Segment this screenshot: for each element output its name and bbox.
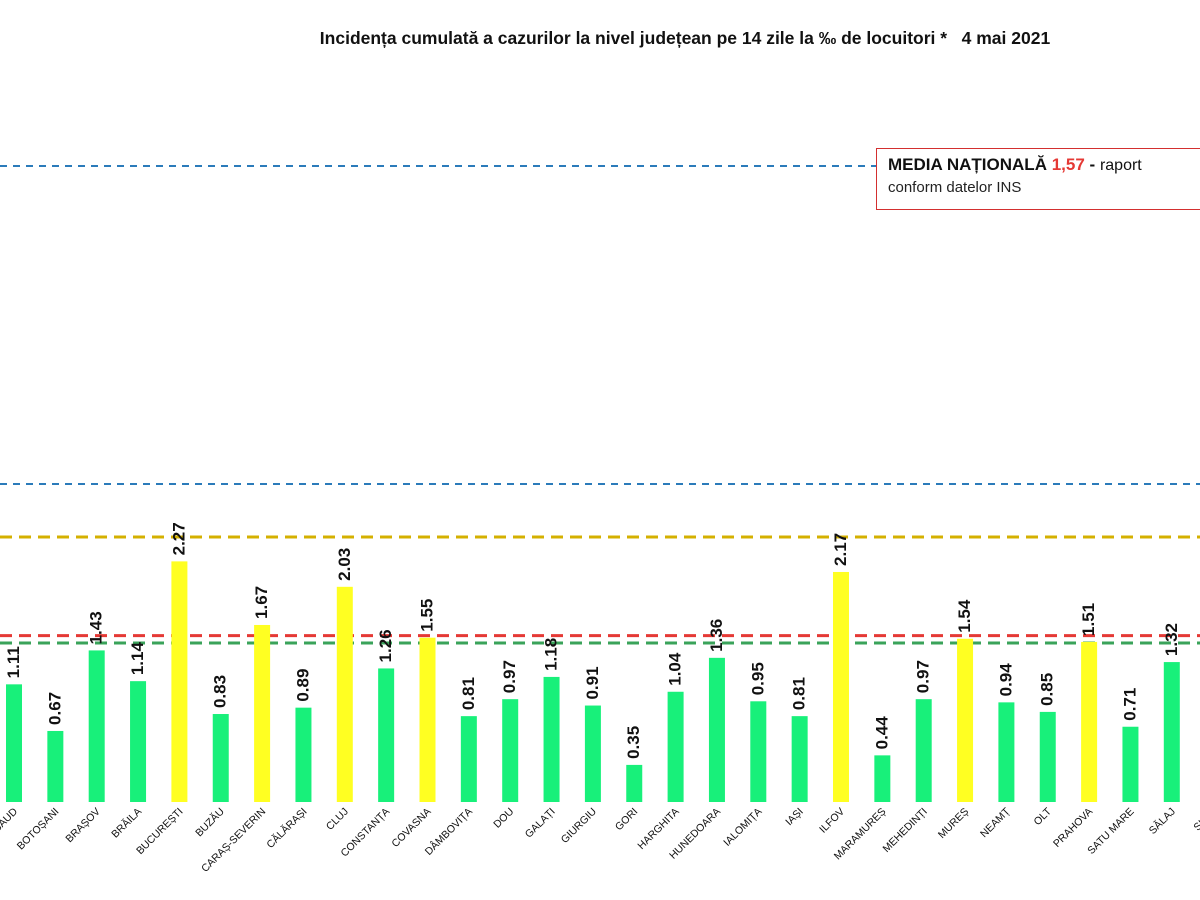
bar-value-label: 2.27 <box>169 522 188 555</box>
category-label: IALOMIȚA <box>721 806 764 849</box>
bar-value-label: 0.81 <box>459 677 478 710</box>
category-label: COVASNA <box>389 806 433 850</box>
bar-27 <box>1122 726 1139 802</box>
bar-0 <box>6 684 22 802</box>
bar-value-label: 0.97 <box>914 660 933 693</box>
bar-value-label: 1.51 <box>1079 603 1098 636</box>
category-label: BRĂILA <box>109 805 145 841</box>
category-label: BUZĂU <box>193 805 227 839</box>
bar-value-label: 1.67 <box>252 586 271 619</box>
bar-value-label: 1.55 <box>418 599 437 632</box>
bar-value-labels: 1.11 0.67 1.43 1.14 2.27 0.83 1.67 0.89 2.03 1.26… <box>4 522 1181 759</box>
bar-value-label: 1.54 <box>955 599 974 633</box>
legend-separator: - <box>1089 155 1096 174</box>
bar-value-label: 0.67 <box>45 692 64 725</box>
bar-value-label: 0.97 <box>500 660 519 693</box>
category-label: IAȘI <box>783 806 806 829</box>
bar-value-label: 1.14 <box>128 642 147 676</box>
category-label: ILFOV <box>817 806 847 836</box>
category-label: SIBIU <box>1191 806 1200 834</box>
bar-6 <box>254 624 271 802</box>
category-label: DOU <box>491 806 516 831</box>
category-label: GORI <box>613 806 640 833</box>
bar-14 <box>584 705 601 802</box>
bar-value-label: 1.32 <box>1162 623 1181 656</box>
bar-value-label: 0.35 <box>624 726 643 759</box>
bar-25 <box>1039 711 1056 802</box>
bar-value-label: 0.44 <box>872 716 891 750</box>
bar-value-label: 1.11 <box>4 646 23 678</box>
bar-15 <box>626 764 643 802</box>
bar-23 <box>957 638 974 802</box>
bar-26 <box>1081 641 1098 802</box>
bar-value-label: 2.17 <box>831 533 850 566</box>
bar-5 <box>212 714 229 802</box>
bar-value-label: 0.94 <box>996 663 1015 697</box>
bar-19 <box>791 716 808 802</box>
bar-4 <box>171 561 188 802</box>
category-label: MEHEDINȚI <box>881 806 930 855</box>
bar-21 <box>874 755 891 802</box>
bar-value-label: 0.81 <box>790 677 809 710</box>
bars <box>6 561 1180 802</box>
bar-value-label: 0.83 <box>211 675 230 708</box>
bar-2 <box>88 650 105 802</box>
bar-17 <box>708 657 725 802</box>
category-label: OLT <box>1031 805 1054 828</box>
legend-rest: raport <box>1099 157 1142 174</box>
bar-value-label: 0.85 <box>1038 673 1057 706</box>
bar-18 <box>750 701 767 802</box>
category-label: BOTOȘANI <box>15 806 62 853</box>
category-label: GALAȚI <box>523 806 558 841</box>
category-label: CĂLĂRAȘI <box>264 805 310 851</box>
reference-lines <box>0 165 1200 645</box>
category-label: BRAȘOV <box>63 806 102 845</box>
category-label: GIURGIU <box>559 806 599 846</box>
bar-value-label: 1.26 <box>376 629 395 662</box>
bar-value-label: 1.36 <box>707 619 726 652</box>
bar-value-label: 1.43 <box>87 611 106 644</box>
category-label: CLUJ <box>324 806 351 833</box>
legend-line-2: conform datelor INS <box>888 179 1022 196</box>
bar-28 <box>1163 662 1180 802</box>
bar-12 <box>502 699 519 802</box>
bar-value-label: 0.71 <box>1120 688 1139 721</box>
bar-24 <box>998 702 1015 802</box>
bar-9 <box>378 668 395 802</box>
bar-value-label: 2.03 <box>335 548 354 581</box>
legend-label: MEDIA NAȚIONALĂ <box>888 155 1047 174</box>
bar-value-label: 1.18 <box>542 638 561 671</box>
category-label: PRAHOVA <box>1051 806 1095 850</box>
category-label: MUREȘ <box>936 806 971 841</box>
legend-value: 1,57 <box>1051 155 1085 174</box>
bar-value-label: 0.89 <box>293 669 312 702</box>
bar-1 <box>47 730 64 802</box>
bar-7 <box>295 707 312 802</box>
national-average-legend: MEDIA NAȚIONALĂ 1,57 - raport conform da… <box>876 148 1200 210</box>
bar-value-label: 0.95 <box>748 662 767 695</box>
category-label: NEAMȚ <box>978 805 1013 840</box>
bar-3 <box>130 681 147 802</box>
chart-title: Incidența cumulată a cazurilor la nivel … <box>319 28 1051 48</box>
legend-line-1: MEDIA NAȚIONALĂ 1,57 - raport <box>888 155 1200 175</box>
bar-13 <box>543 676 560 802</box>
bar-10 <box>419 637 436 802</box>
bar-11 <box>460 716 477 802</box>
bar-8 <box>336 586 353 802</box>
bar-22 <box>915 699 932 802</box>
bar-value-label: 0.91 <box>583 666 602 699</box>
bar-value-label: 1.04 <box>666 652 685 686</box>
bar-16 <box>667 691 684 802</box>
category-label: SĂLAJ <box>1146 805 1178 837</box>
bar-20 <box>833 571 849 802</box>
